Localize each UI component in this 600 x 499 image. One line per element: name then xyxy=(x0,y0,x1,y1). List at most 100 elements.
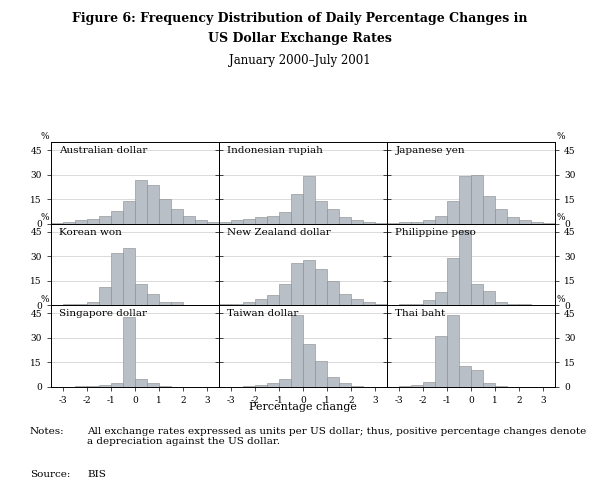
Bar xyxy=(184,216,194,224)
Bar xyxy=(136,284,146,305)
Text: Korean won: Korean won xyxy=(59,228,122,237)
Bar xyxy=(340,217,350,224)
Bar xyxy=(364,222,374,224)
Bar xyxy=(316,201,326,224)
Bar xyxy=(112,211,122,224)
Bar xyxy=(352,299,362,305)
Text: %: % xyxy=(557,132,565,141)
Bar xyxy=(436,336,446,387)
Bar xyxy=(76,221,86,224)
Bar xyxy=(448,258,458,305)
Text: US Dollar Exchange Rates: US Dollar Exchange Rates xyxy=(208,32,392,45)
Bar xyxy=(448,315,458,387)
Bar xyxy=(460,366,470,387)
Bar xyxy=(112,383,122,387)
Bar xyxy=(304,177,314,224)
Bar xyxy=(328,377,338,387)
Bar xyxy=(52,223,62,224)
Text: %: % xyxy=(41,213,49,222)
Bar xyxy=(388,223,398,224)
Bar xyxy=(400,304,410,305)
Bar xyxy=(268,216,278,224)
Bar xyxy=(256,217,266,224)
Bar xyxy=(508,303,518,305)
Text: Australian dollar: Australian dollar xyxy=(59,146,148,155)
Bar xyxy=(244,219,254,224)
Bar xyxy=(88,302,98,305)
Bar xyxy=(88,386,98,387)
Bar xyxy=(316,361,326,387)
Bar xyxy=(424,300,434,305)
Bar xyxy=(292,195,302,224)
Bar xyxy=(292,263,302,305)
Bar xyxy=(208,222,218,224)
Bar xyxy=(436,292,446,305)
Bar xyxy=(136,379,146,387)
Text: All exchange rates expressed as units per US dollar; thus, positive percentage c: All exchange rates expressed as units pe… xyxy=(87,427,586,446)
Bar xyxy=(136,180,146,224)
Bar xyxy=(448,201,458,224)
Bar xyxy=(304,259,314,305)
Text: New Zealand dollar: New Zealand dollar xyxy=(227,228,331,237)
Bar xyxy=(376,303,386,305)
Bar xyxy=(424,382,434,387)
Text: Thai baht: Thai baht xyxy=(395,309,446,318)
Bar xyxy=(268,383,278,387)
Bar xyxy=(280,379,290,387)
Bar xyxy=(244,386,254,387)
Bar xyxy=(412,303,422,305)
Bar xyxy=(484,196,494,224)
Bar xyxy=(124,248,134,305)
Bar xyxy=(100,385,110,387)
Bar xyxy=(256,299,266,305)
Bar xyxy=(148,185,158,224)
Bar xyxy=(196,221,206,224)
Bar xyxy=(400,222,410,224)
Bar xyxy=(88,219,98,224)
Bar xyxy=(100,216,110,224)
Text: January 2000–July 2001: January 2000–July 2001 xyxy=(229,54,371,67)
Bar xyxy=(256,385,266,387)
Text: Singapore dollar: Singapore dollar xyxy=(59,309,148,318)
Bar xyxy=(520,221,530,224)
Bar xyxy=(352,221,362,224)
Text: %: % xyxy=(41,294,49,303)
Bar xyxy=(172,209,182,224)
Bar xyxy=(436,216,446,224)
Text: Notes:: Notes: xyxy=(30,427,65,436)
Bar xyxy=(340,383,350,387)
Text: Source:: Source: xyxy=(30,470,70,479)
Bar xyxy=(172,302,182,305)
Bar xyxy=(220,222,230,224)
Bar xyxy=(244,302,254,305)
Bar xyxy=(484,383,494,387)
Bar xyxy=(220,304,230,305)
Bar xyxy=(232,303,242,305)
Bar xyxy=(472,175,482,224)
Bar xyxy=(364,302,374,305)
Bar xyxy=(520,304,530,305)
Bar xyxy=(460,230,470,305)
Bar xyxy=(328,281,338,305)
Bar xyxy=(424,221,434,224)
Bar xyxy=(544,223,554,224)
Bar xyxy=(148,294,158,305)
Text: %: % xyxy=(41,132,49,141)
Bar xyxy=(496,386,506,387)
Bar xyxy=(412,222,422,224)
Bar xyxy=(496,302,506,305)
Bar xyxy=(124,201,134,224)
Bar xyxy=(484,290,494,305)
Text: BIS: BIS xyxy=(87,470,106,479)
Bar xyxy=(352,386,362,387)
Text: Indonesian rupiah: Indonesian rupiah xyxy=(227,146,323,155)
Bar xyxy=(112,253,122,305)
Bar xyxy=(376,223,386,224)
Bar xyxy=(124,317,134,387)
Bar xyxy=(328,209,338,224)
Text: Figure 6: Frequency Distribution of Daily Percentage Changes in: Figure 6: Frequency Distribution of Dail… xyxy=(72,12,528,25)
Bar xyxy=(340,294,350,305)
Bar xyxy=(400,386,410,387)
Text: %: % xyxy=(557,294,565,303)
Bar xyxy=(100,287,110,305)
